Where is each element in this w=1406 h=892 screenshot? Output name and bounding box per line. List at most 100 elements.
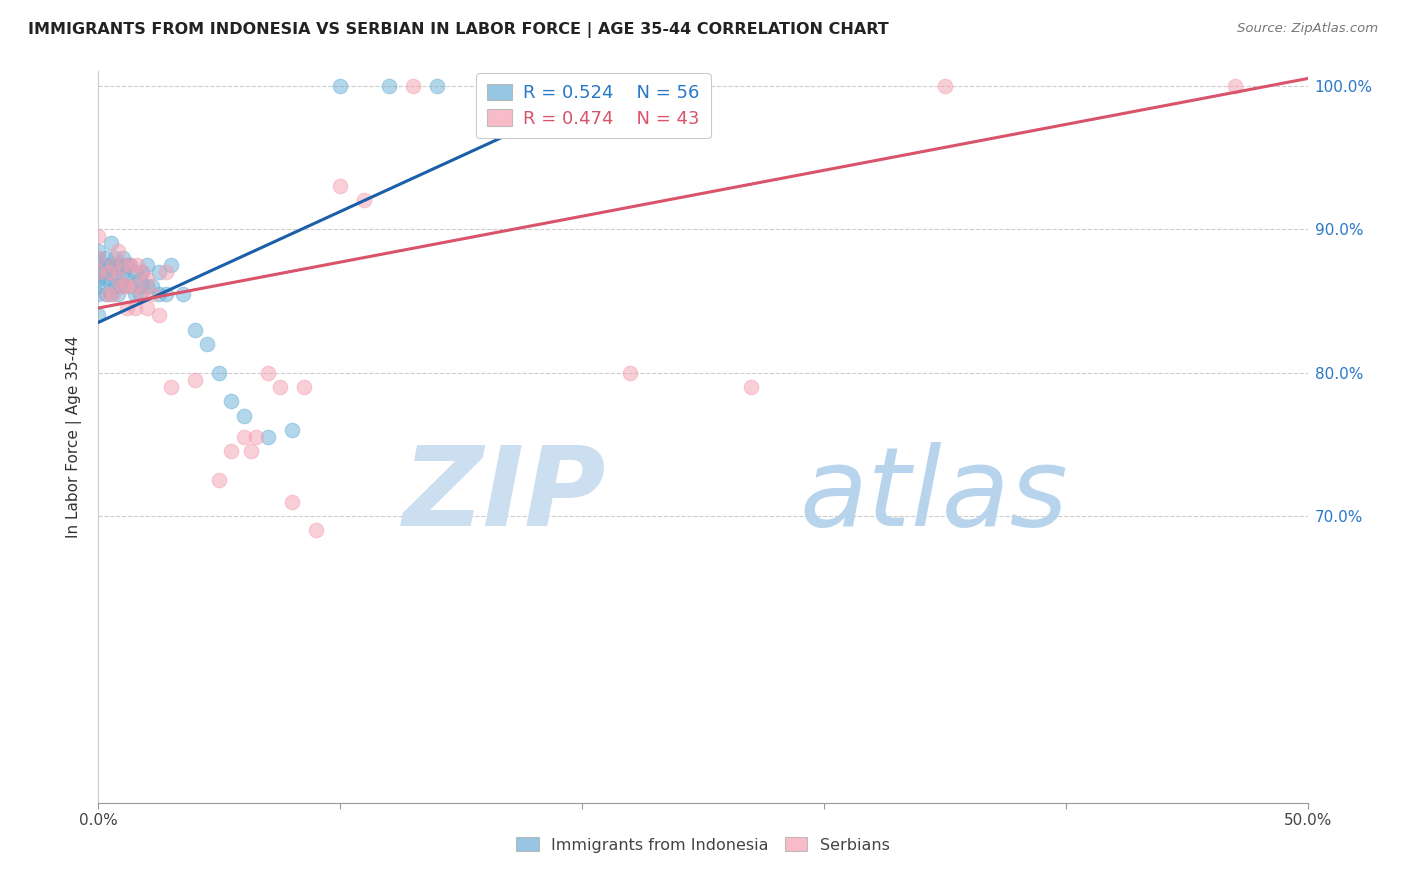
Text: ZIP: ZIP: [402, 442, 606, 549]
Point: [245, 430, 267, 444]
Point: [118, 279, 141, 293]
Point: [128, 272, 150, 286]
Point: [172, 286, 194, 301]
Point: [128, 286, 150, 301]
Point: [305, 524, 328, 538]
Point: [221, 394, 243, 409]
Point: [329, 78, 352, 93]
Point: [131, 286, 153, 301]
Point: [402, 78, 425, 93]
Point: [256, 430, 278, 444]
Point: [184, 373, 207, 387]
Point: [118, 258, 141, 272]
Point: [104, 279, 127, 293]
Point: [281, 423, 304, 437]
Point: [87, 244, 110, 258]
Point: [256, 366, 278, 380]
Point: [124, 279, 146, 293]
Legend: Immigrants from Indonesia, Serbians: Immigrants from Indonesia, Serbians: [508, 829, 898, 861]
Point: [1223, 78, 1246, 93]
Point: [131, 265, 153, 279]
Point: [740, 380, 762, 394]
Point: [141, 279, 163, 293]
Point: [353, 194, 375, 208]
Point: [108, 279, 131, 293]
Point: [118, 258, 141, 272]
Point: [160, 380, 183, 394]
Point: [281, 494, 304, 508]
Text: atlas: atlas: [800, 442, 1069, 549]
Point: [111, 251, 134, 265]
Point: [97, 265, 120, 279]
Point: [87, 308, 110, 322]
Point: [117, 301, 139, 315]
Point: [377, 78, 399, 93]
Point: [94, 286, 117, 301]
Point: [94, 272, 117, 286]
Point: [107, 244, 129, 258]
Point: [148, 308, 170, 322]
Text: Source: ZipAtlas.com: Source: ZipAtlas.com: [1237, 22, 1378, 36]
Point: [94, 251, 117, 265]
Point: [87, 251, 110, 265]
Point: [87, 258, 110, 272]
Point: [155, 265, 177, 279]
Point: [239, 444, 262, 458]
Point: [87, 286, 110, 301]
Point: [208, 366, 231, 380]
Point: [160, 258, 183, 272]
Point: [107, 286, 129, 301]
Point: [111, 265, 134, 279]
Point: [117, 279, 139, 293]
Point: [87, 265, 110, 279]
Point: [101, 258, 124, 272]
Point: [148, 286, 170, 301]
Point: [934, 78, 956, 93]
Point: [117, 272, 139, 286]
Point: [135, 279, 157, 293]
Point: [135, 258, 157, 272]
Point: [619, 78, 641, 93]
Point: [269, 380, 291, 394]
Point: [184, 322, 207, 336]
Point: [100, 258, 122, 272]
Point: [87, 229, 110, 244]
Point: [107, 272, 129, 286]
Point: [292, 380, 315, 394]
Point: [111, 258, 134, 272]
Point: [124, 301, 146, 315]
Point: [131, 265, 153, 279]
Point: [221, 444, 243, 458]
Point: [195, 336, 218, 351]
Point: [232, 409, 254, 423]
Point: [94, 258, 117, 272]
Text: IMMIGRANTS FROM INDONESIA VS SERBIAN IN LABOR FORCE | AGE 35-44 CORRELATION CHAR: IMMIGRANTS FROM INDONESIA VS SERBIAN IN …: [28, 22, 889, 38]
Point: [104, 251, 127, 265]
Point: [87, 251, 110, 265]
Point: [94, 265, 117, 279]
Point: [117, 258, 139, 272]
Point: [148, 265, 170, 279]
Point: [131, 279, 153, 293]
Point: [101, 286, 124, 301]
Point: [100, 236, 122, 251]
Point: [87, 279, 110, 293]
Y-axis label: In Labor Force | Age 35-44: In Labor Force | Age 35-44: [66, 336, 83, 538]
Point: [107, 258, 129, 272]
Point: [108, 258, 131, 272]
Point: [135, 301, 157, 315]
Point: [87, 265, 110, 279]
Point: [155, 286, 177, 301]
Point: [100, 286, 122, 301]
Point: [124, 265, 146, 279]
Point: [426, 78, 449, 93]
Point: [111, 279, 134, 293]
Point: [135, 272, 157, 286]
Point: [232, 430, 254, 444]
Point: [208, 473, 231, 487]
Point: [124, 286, 146, 301]
Point: [141, 286, 163, 301]
Point: [97, 286, 120, 301]
Point: [619, 366, 641, 380]
Point: [87, 272, 110, 286]
